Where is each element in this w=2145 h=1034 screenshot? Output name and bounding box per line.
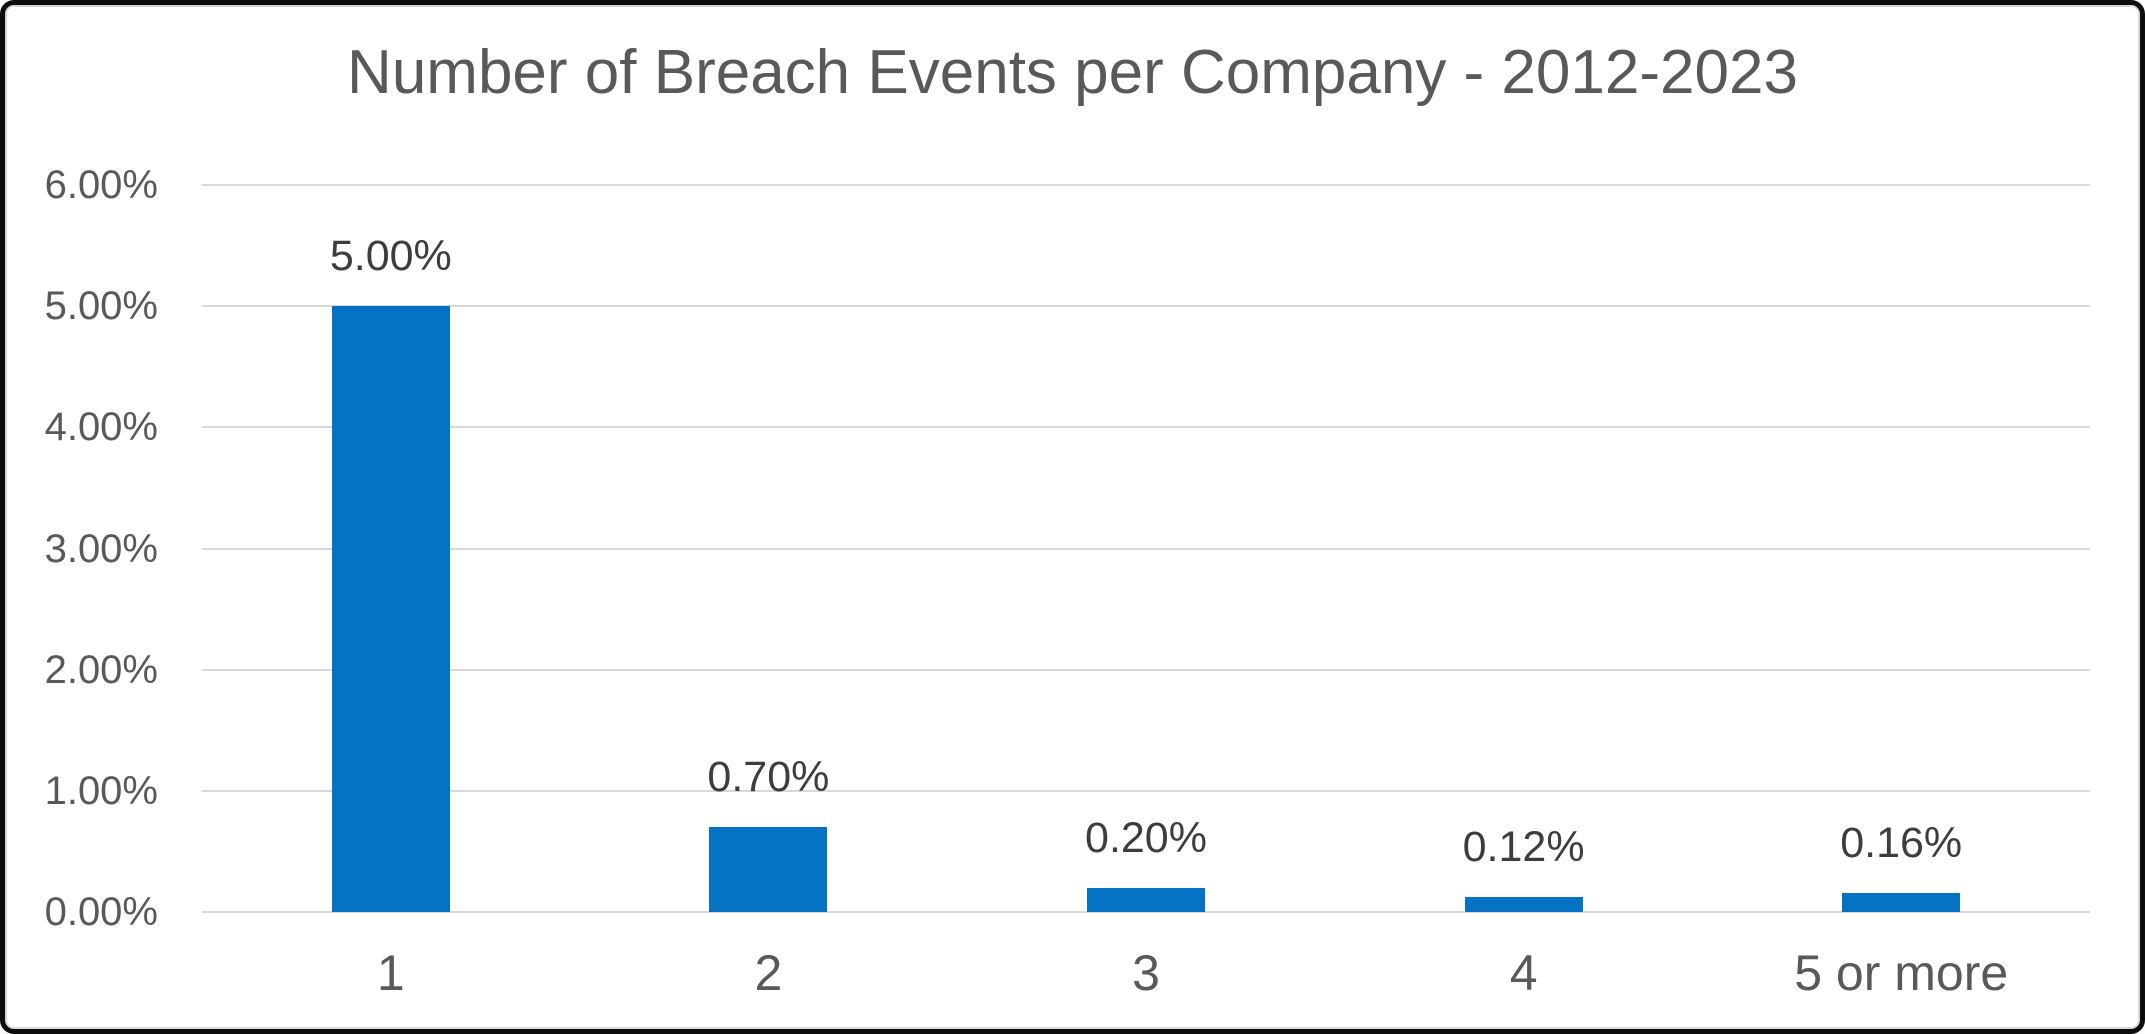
x-tick-label: 5 or more — [1794, 945, 2009, 1001]
chart-title: Number of Breach Events per Company - 20… — [347, 38, 1798, 107]
x-tick-label: 3 — [1132, 945, 1160, 1001]
gridline — [202, 911, 2090, 913]
bar — [1842, 892, 1961, 912]
y-tick-label: 5.00% — [44, 284, 158, 329]
y-tick-label: 2.00% — [44, 647, 158, 692]
bar-data-label: 5.00% — [329, 232, 452, 281]
y-tick-label: 3.00% — [44, 526, 158, 571]
gridline — [202, 789, 2090, 792]
x-tick-label: 1 — [376, 945, 405, 1001]
plot-area: 0.00% 1.00% 2.00% 3.00% 4.00% 5.00% 6.00% 5.00%… — [45, 165, 2090, 998]
y-tick-label: 6.00% — [44, 163, 158, 207]
bar — [709, 827, 828, 912]
gridline — [202, 305, 2090, 308]
bar — [331, 306, 450, 912]
bar — [1087, 887, 1205, 912]
gridline — [202, 547, 2090, 550]
bar-data-label: 0.16% — [1840, 818, 1963, 867]
bar — [1464, 897, 1583, 912]
gridline — [202, 426, 2090, 429]
bar-data-label: 0.12% — [1462, 823, 1585, 872]
bar-data-label: 0.70% — [707, 753, 830, 802]
bar-data-label: 0.20% — [1085, 813, 1207, 862]
y-tick-label: 4.00% — [44, 405, 158, 450]
gridline — [202, 668, 2090, 671]
x-tick-label: 2 — [754, 945, 783, 1001]
y-tick-label: 0.00% — [44, 890, 158, 934]
x-tick-label: 4 — [1509, 945, 1538, 1001]
y-tick-label: 1.00% — [44, 768, 158, 813]
gridline — [202, 184, 2090, 186]
